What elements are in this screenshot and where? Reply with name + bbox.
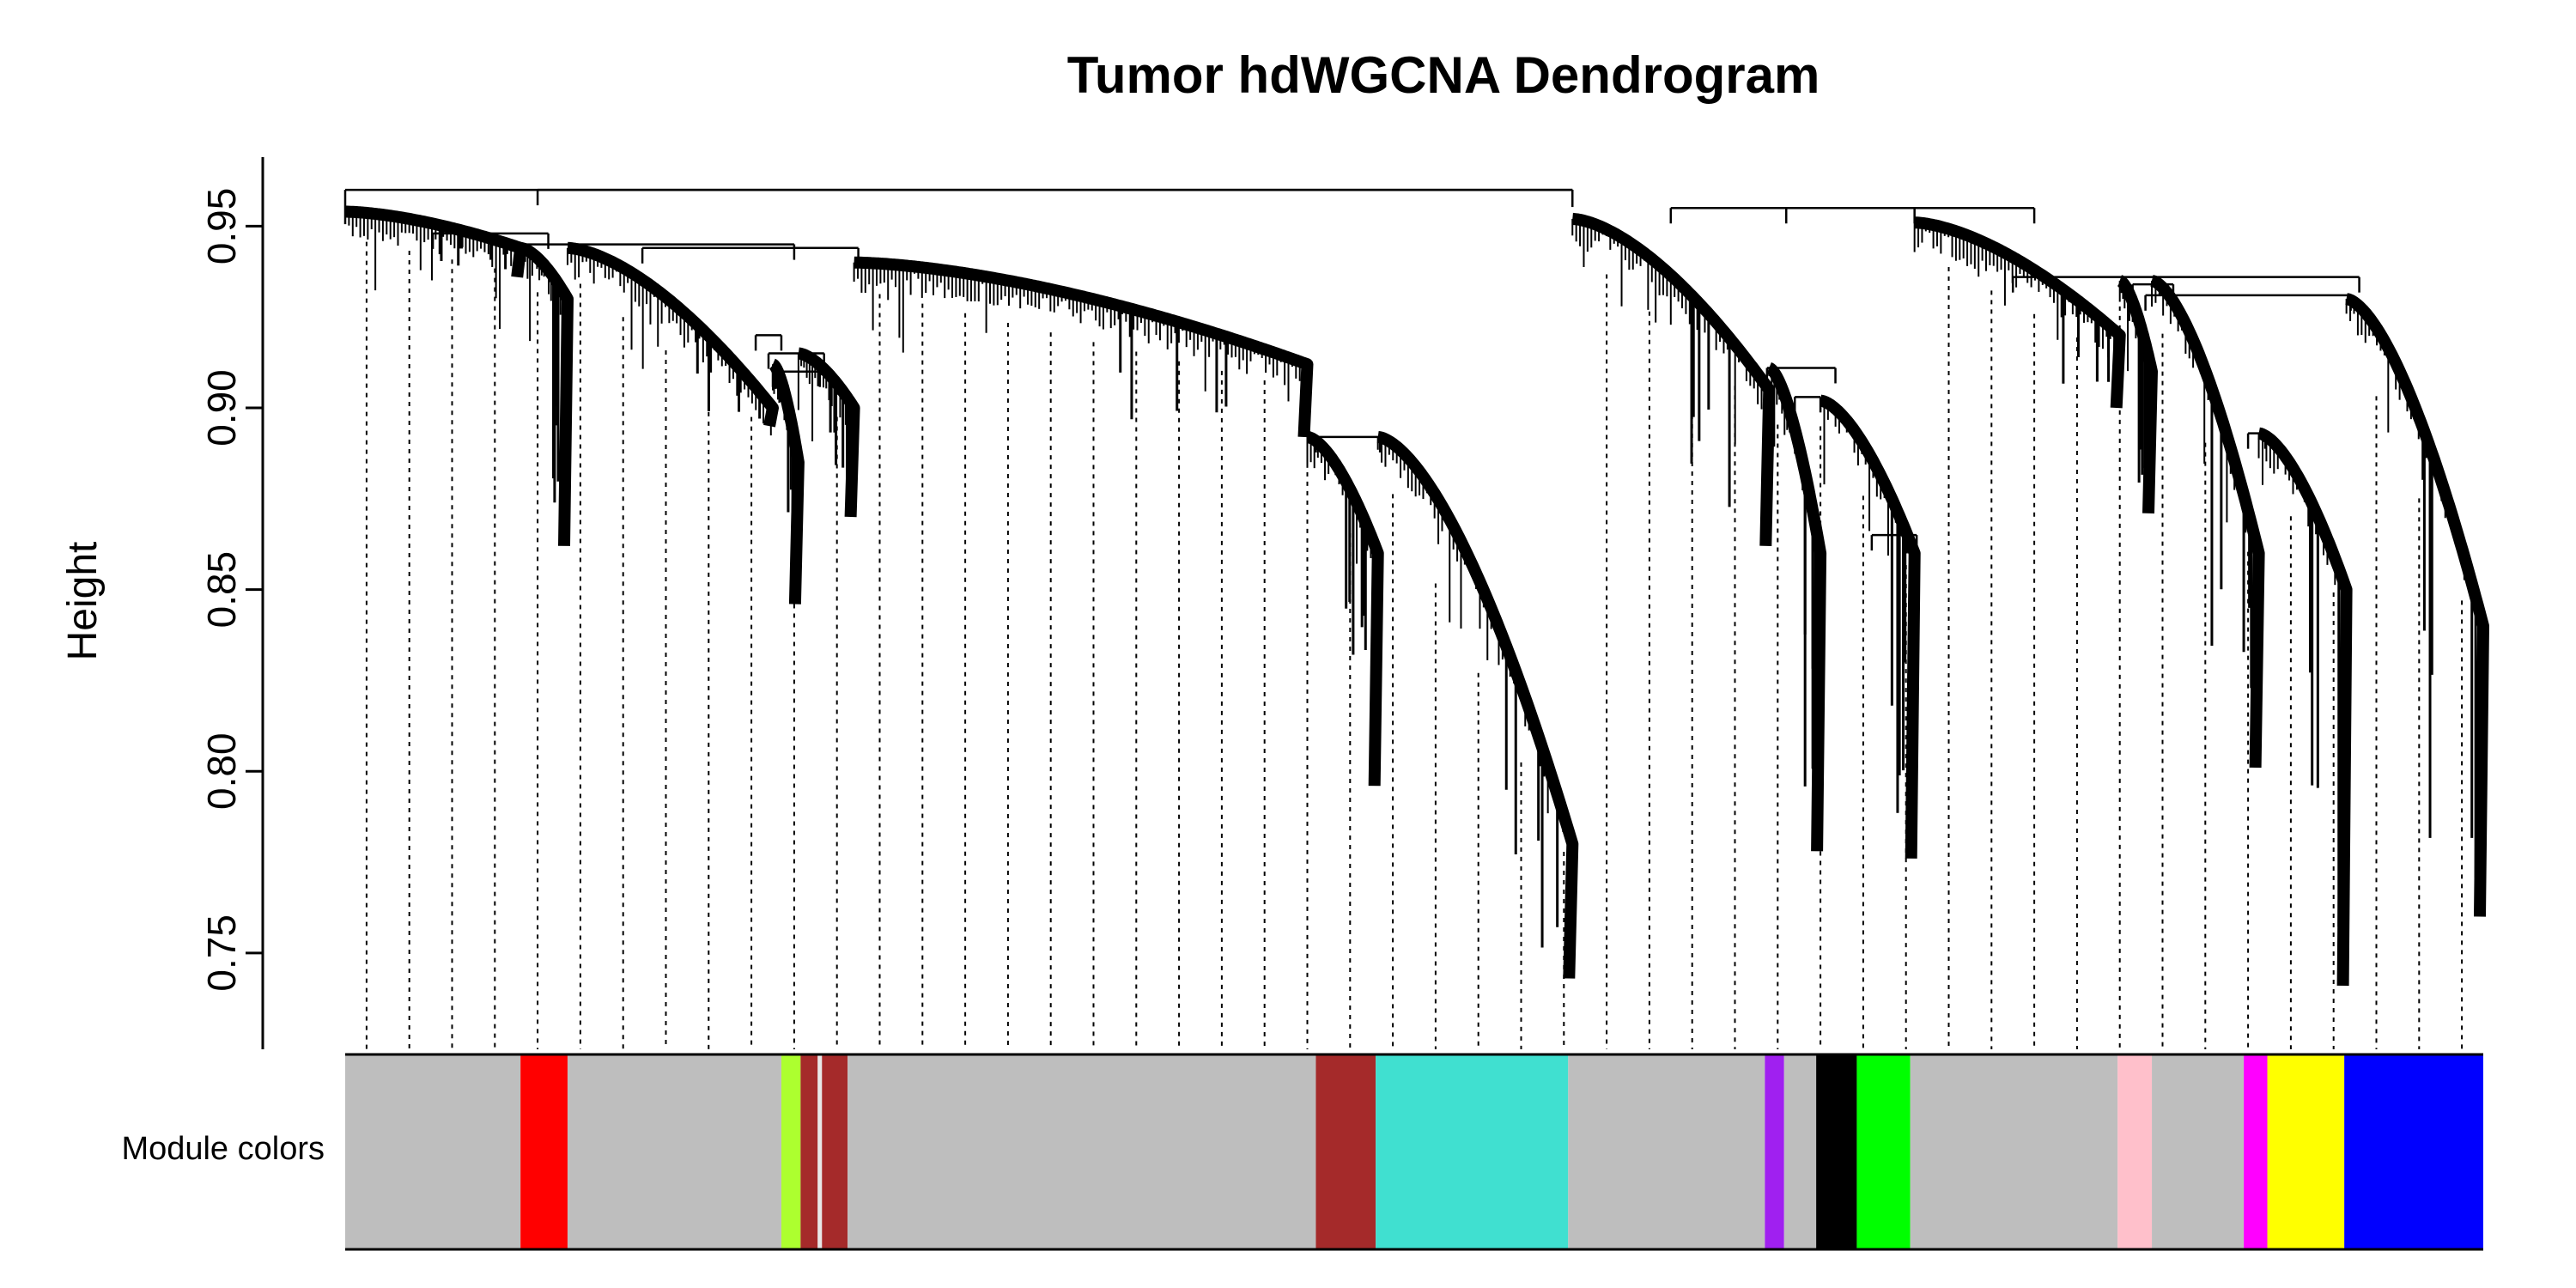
module-color-band [345,1053,2483,1251]
dendrogram-tree [341,188,2489,986]
branch-cluster [1764,362,1827,852]
branch-cluster [515,241,574,546]
module-color-segment [822,1054,848,1249]
module-colors-label: Module colors [121,1131,325,1167]
branch-cluster [767,358,805,605]
branch-cluster [2148,275,2265,769]
branch-cluster [2114,275,2158,513]
merge-link [2131,283,2175,301]
merge-link [2011,276,2360,293]
merge-link [1669,207,1916,224]
module-color-segment [1765,1054,1784,1249]
chart-title: Tumor hdWGCNA Dendrogram [1067,46,1820,104]
y-tick-label: 0.75 [199,914,244,992]
module-color-segment [1783,1054,1817,1249]
merge-link [1785,207,2036,224]
module-color-segment [2152,1054,2245,1249]
branch-cluster [341,205,527,330]
module-color-segment [2117,1054,2153,1249]
merge-link [2144,294,2352,311]
branch-spine [563,241,779,428]
y-tick-label: 0.80 [199,732,244,810]
branch-cluster [793,347,860,518]
module-color-segment [1568,1054,1765,1249]
merge-link [767,352,826,369]
leaf-guide-lines [365,241,2464,1049]
y-tick-label: 0.95 [199,188,244,265]
branch-cluster [2254,427,2353,986]
branch-cluster [2342,293,2489,917]
branch-spine [1910,216,2126,409]
branch-spine [2342,293,2489,917]
branch-cluster [849,256,1314,438]
module-color-segment [2244,1054,2268,1249]
y-axis-label: Height [60,542,106,661]
module-color-segment [1910,1054,2118,1249]
merge-link [1870,533,1918,551]
module-color-segment [567,1054,781,1249]
branch-spine [1568,212,1776,546]
branch-cluster [1373,430,1579,979]
module-color-segment [520,1054,568,1249]
y-tick-label: 0.90 [199,369,244,447]
module-color-segment [800,1054,818,1249]
y-tick-label: 0.85 [199,551,244,629]
module-color-segment [781,1054,801,1249]
branch-cluster [1816,394,1921,859]
merge-link [641,246,860,264]
module-color-segment [1315,1054,1376,1249]
module-color-segment [817,1054,823,1249]
module-color-segment [2267,1054,2345,1249]
module-color-segment [848,1054,1316,1249]
merge-link [771,370,822,387]
branch-spine [2254,427,2353,986]
merge-link [431,232,550,249]
module-color-segment [345,1054,521,1249]
y-axis: 0.75 0.80 0.85 0.90 0.95 [199,157,264,1049]
branch-cluster [563,241,779,436]
root-link [343,188,1574,225]
merge-link [754,334,783,351]
branch-cluster [1303,430,1384,787]
merge-link [536,188,1574,206]
module-color-segment [2344,1054,2483,1249]
module-color-segment [1376,1054,1569,1249]
merge-link [1793,396,1822,413]
branch-cluster [1568,212,1776,546]
module-color-segment [1816,1054,1857,1249]
module-color-segment [1856,1054,1911,1249]
merge-link [1765,367,1837,384]
branch-cluster [1910,216,2126,409]
merge-link [1315,435,1382,453]
merge-link [2246,432,2267,449]
